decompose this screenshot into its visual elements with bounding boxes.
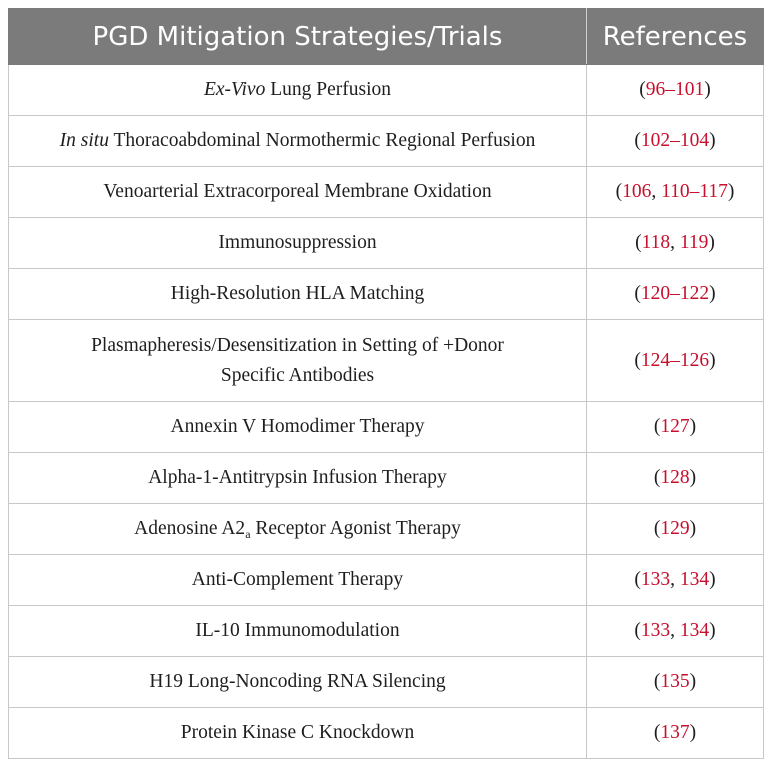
references-cell: (118, 119)	[586, 217, 764, 269]
references-cell: (133, 134)	[586, 554, 764, 606]
reference-link[interactable]: 127	[660, 416, 690, 437]
reference-link[interactable]: 129	[660, 518, 690, 539]
table-row: Anti-Complement Therapy (133, 134)	[8, 554, 764, 606]
table-row: Immunosuppression (118, 119)	[8, 217, 764, 269]
table-row: In situ Thoracoabdominal Normothermic Re…	[8, 115, 764, 167]
strategy-text-line1: Plasmapheresis/Desensitization in Settin…	[91, 334, 504, 356]
strategy-cell: Immunosuppression	[8, 217, 587, 269]
table-header-row: PGD Mitigation Strategies/Trials Referen…	[8, 8, 764, 65]
table-row: Plasmapheresis/Desensitization in Settin…	[8, 319, 764, 402]
reference-link[interactable]: 133	[640, 620, 671, 641]
reference-link[interactable]: 119	[679, 232, 709, 253]
references-cell: (128)	[586, 452, 764, 504]
strategy-italic: Ex-Vivo	[203, 79, 266, 100]
table-row: H19 Long-Noncoding RNA Silencing (135)	[8, 656, 764, 708]
strategy-text: Lung Perfusion	[270, 79, 391, 100]
strategy-cell: Plasmapheresis/Desensitization in Settin…	[8, 319, 587, 402]
references-cell: (137)	[586, 707, 764, 759]
strategy-cell: Anti-Complement Therapy	[8, 554, 587, 606]
strategy-cell: Protein Kinase C Knockdown	[8, 707, 587, 759]
reference-link[interactable]: 118	[641, 232, 671, 253]
strategy-text: Thoracoabdominal Normothermic Regional P…	[113, 130, 536, 151]
references-cell: (96–101)	[586, 64, 764, 116]
references-cell: (106, 110–117)	[586, 166, 764, 218]
reference-link[interactable]: 134	[679, 620, 710, 641]
reference-link[interactable]: 96–101	[645, 79, 705, 100]
strategy-cell: Ex-Vivo Lung Perfusion	[8, 64, 587, 116]
strategy-cell: In situ Thoracoabdominal Normothermic Re…	[8, 115, 587, 167]
table-row: IL-10 Immunomodulation (133, 134)	[8, 605, 764, 657]
table-row: High-Resolution HLA Matching (120–122)	[8, 268, 764, 320]
reference-link[interactable]: 133	[640, 569, 671, 590]
strategy-italic: In situ	[59, 130, 109, 151]
reference-link[interactable]: 137	[660, 722, 690, 743]
references-cell: (120–122)	[586, 268, 764, 320]
header-strategies: PGD Mitigation Strategies/Trials	[8, 8, 587, 65]
reference-link[interactable]: 124–126	[640, 349, 710, 371]
strategy-cell: H19 Long-Noncoding RNA Silencing	[8, 656, 587, 708]
reference-link[interactable]: 135	[660, 671, 690, 692]
references-cell: (102–104)	[586, 115, 764, 167]
pgd-mitigation-table-wrapper: PGD Mitigation Strategies/Trials Referen…	[8, 8, 764, 759]
reference-link[interactable]: 128	[660, 467, 690, 488]
reference-link[interactable]: 110–117	[661, 181, 728, 202]
reference-link[interactable]: 120–122	[640, 283, 710, 304]
references-cell: (127)	[586, 401, 764, 453]
strategy-cell: Alpha-1-Antitrypsin Infusion Therapy	[8, 452, 587, 504]
references-cell: (129)	[586, 503, 764, 555]
reference-link[interactable]: 102–104	[640, 130, 710, 151]
references-cell: (124–126)	[586, 319, 764, 402]
reference-link[interactable]: 134	[679, 569, 710, 590]
strategy-cell: Venoarterial Extracorporeal Membrane Oxi…	[8, 166, 587, 218]
references-cell: (135)	[586, 656, 764, 708]
strategy-text-post: Receptor Agonist Therapy	[250, 518, 461, 539]
header-references: References	[586, 8, 764, 65]
strategy-cell: Annexin V Homodimer Therapy	[8, 401, 587, 453]
table-row: Adenosine A2a Receptor Agonist Therapy (…	[8, 503, 764, 555]
table-row: Ex-Vivo Lung Perfusion (96–101)	[8, 64, 764, 116]
strategy-cell: IL-10 Immunomodulation	[8, 605, 587, 657]
table-row: Annexin V Homodimer Therapy (127)	[8, 401, 764, 453]
pgd-mitigation-table: PGD Mitigation Strategies/Trials Referen…	[8, 8, 764, 759]
strategy-text-pre: Adenosine A2	[134, 518, 246, 539]
strategy-subscript: a	[245, 527, 251, 541]
strategy-text-line2: Specific Antibodies	[220, 364, 375, 386]
table-row: Venoarterial Extracorporeal Membrane Oxi…	[8, 166, 764, 218]
reference-link[interactable]: 106	[622, 181, 652, 202]
table-row: Alpha-1-Antitrypsin Infusion Therapy (12…	[8, 452, 764, 504]
references-cell: (133, 134)	[586, 605, 764, 657]
strategy-cell: High-Resolution HLA Matching	[8, 268, 587, 320]
strategy-cell: Adenosine A2a Receptor Agonist Therapy	[8, 503, 587, 555]
table-row: Protein Kinase C Knockdown (137)	[8, 707, 764, 759]
